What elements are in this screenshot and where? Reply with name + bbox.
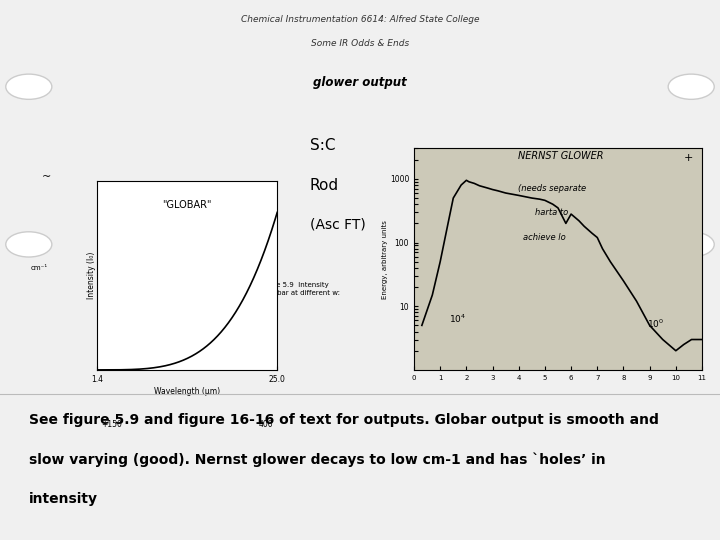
Text: See figure 5.9 and figure 16-16 of text for outputs. Globar output is smooth and: See figure 5.9 and figure 16-16 of text … [29, 414, 659, 428]
Text: $10^4$: $10^4$ [449, 313, 466, 326]
Text: Rod: Rod [310, 178, 338, 193]
Text: $10^0$: $10^0$ [647, 318, 665, 330]
Text: "GLOBAR": "GLOBAR" [163, 200, 212, 210]
Text: +150: +150 [101, 420, 122, 429]
Text: 4nm-: 4nm- [30, 241, 49, 247]
Text: (Nichrome also Similar  ): (Nichrome also Similar ) [414, 351, 500, 357]
Text: (needs separate: (needs separate [518, 184, 586, 193]
Text: FIGURE 16-16  Spectral distribution of energy from a: FIGURE 16-16 Spectral distribution of en… [414, 315, 598, 321]
Text: cm⁻¹: cm⁻¹ [31, 265, 48, 271]
Text: ~: ~ [42, 172, 52, 183]
Text: Chemical Instrumentation 6614: Alfred State College: Chemical Instrumentation 6614: Alfred St… [240, 15, 480, 24]
Circle shape [6, 74, 52, 99]
Text: harta to: harta to [535, 208, 568, 217]
Text: ‡ Er, Y, Th oxidos      λ, μm: ‡ Er, Y, Th oxidos λ, μm [414, 293, 515, 302]
Text: Figure 5.9  Intensity 
a Globar at different w:: Figure 5.9 Intensity a Globar at differe… [259, 282, 340, 296]
Y-axis label: Energy, arbitrary units: Energy, arbitrary units [382, 220, 388, 299]
Text: (Asc FT): (Asc FT) [310, 218, 365, 232]
Text: Nernst glower operated at approximately 2200 K.: Nernst glower operated at approximately … [414, 333, 587, 339]
Text: +: + [684, 153, 693, 163]
Text: slow varying (good). Nernst glower decays to low cm-1 and has `holes’ in: slow varying (good). Nernst glower decay… [29, 453, 606, 467]
Text: S:C: S:C [310, 138, 335, 153]
Text: intensity: intensity [29, 492, 98, 506]
Circle shape [6, 232, 52, 257]
Text: 400: 400 [259, 420, 274, 429]
Text: NERNST GLOWER: NERNST GLOWER [518, 151, 603, 161]
Text: glower output: glower output [313, 76, 407, 89]
Text: achieve lo: achieve lo [523, 233, 566, 241]
Circle shape [668, 74, 714, 99]
Circle shape [668, 232, 714, 257]
Text: Some IR Odds & Ends: Some IR Odds & Ends [311, 39, 409, 48]
Y-axis label: Intensity (I₀): Intensity (I₀) [87, 252, 96, 299]
X-axis label: Wavelength (μm): Wavelength (μm) [154, 387, 220, 395]
